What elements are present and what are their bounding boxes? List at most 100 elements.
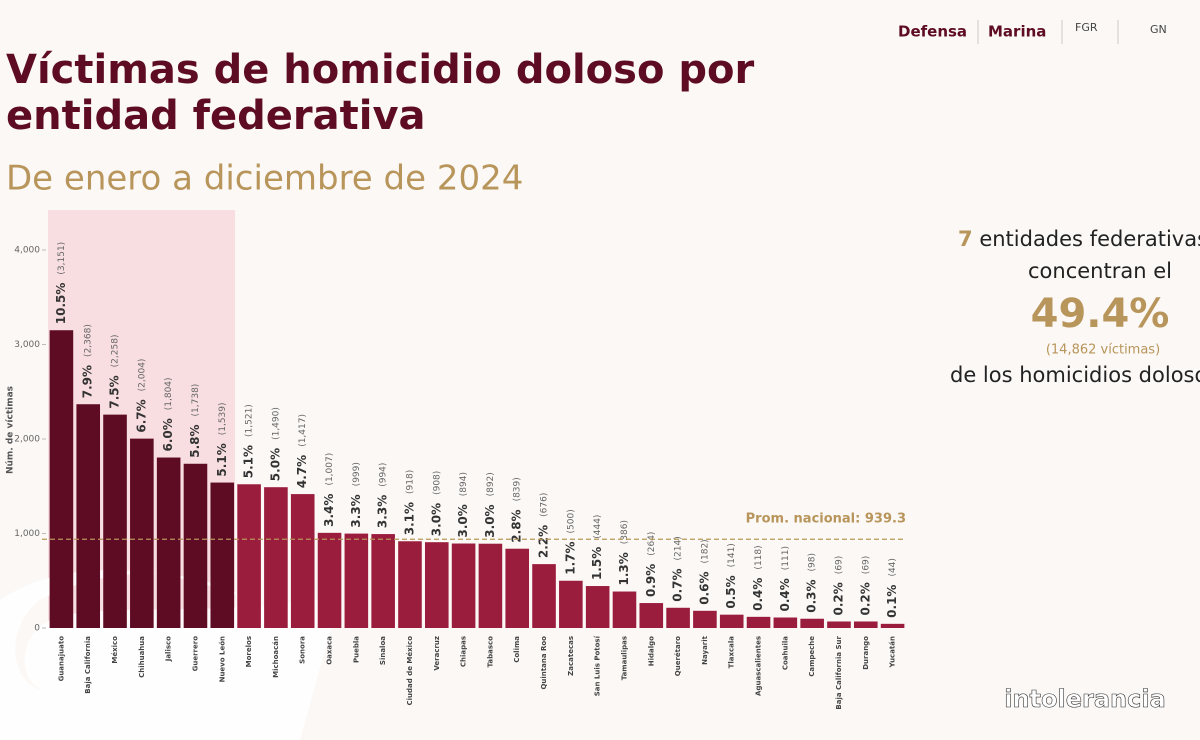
chart-title: Víctimas de homicidio doloso por entidad … <box>6 47 754 139</box>
bar <box>612 591 637 628</box>
x-tick-label: Tamaulipas <box>620 636 628 680</box>
bar <box>317 532 342 628</box>
share-label: 3.3% <box>349 494 363 527</box>
value-label: (444) <box>593 515 603 539</box>
y-tick-label: 3,000 <box>14 340 40 350</box>
x-tick-label: Nayarit <box>701 635 709 665</box>
share-label: 1.3% <box>617 552 631 585</box>
share-label: 0.9% <box>644 564 658 597</box>
value-label: (69) <box>834 556 844 574</box>
value-label: (214) <box>674 536 684 560</box>
x-tick-label: Puebla <box>352 636 360 663</box>
y-axis-label: Núm. de víctimas <box>6 386 16 474</box>
value-label: (908) <box>432 471 442 495</box>
x-tick-label: Hidalgo <box>647 636 655 666</box>
x-tick-label: Nuevo León <box>218 636 226 682</box>
share-label: 6.7% <box>134 399 148 432</box>
share-label: 7.9% <box>81 365 95 398</box>
share-label: 5.1% <box>215 443 229 476</box>
x-tick-label: Morelos <box>245 636 253 667</box>
bar <box>773 617 798 628</box>
share-label: 3.0% <box>429 503 443 536</box>
chart-title-line: entidad federativa <box>6 93 426 139</box>
bar <box>210 482 235 628</box>
share-label: 0.1% <box>885 585 899 618</box>
bar <box>827 621 851 628</box>
value-label: (676) <box>540 493 550 517</box>
bar <box>853 621 878 628</box>
average-label: Prom. nacional: 939.3 <box>746 512 906 527</box>
share-label: 0.4% <box>778 578 792 611</box>
bar <box>344 533 369 628</box>
chart-title-line: Víctimas de homicidio doloso por <box>6 47 754 93</box>
x-tick-label: Guerrero <box>191 636 199 672</box>
value-label: (3,151) <box>57 242 67 275</box>
bar <box>371 534 395 628</box>
value-label: (839) <box>513 477 523 501</box>
share-label: 7.5% <box>108 375 122 408</box>
x-tick-label: Tabasco <box>486 636 494 668</box>
bar <box>130 438 154 628</box>
bar <box>183 463 208 628</box>
x-tick-label: Veracruz <box>433 636 441 671</box>
bar <box>424 542 449 628</box>
callout: 7 entidades federativas concentran el 49… <box>950 227 1200 387</box>
value-label: (264) <box>647 532 657 556</box>
x-tick-label: Baja California Sur <box>835 635 843 709</box>
bar <box>880 623 905 628</box>
x-tick-label: Guanajuato <box>57 636 65 682</box>
chart-subtitle: De enero a diciembre de 2024 <box>6 159 523 199</box>
bar <box>746 616 771 628</box>
bar <box>237 484 261 628</box>
x-tick-label: Coahuila <box>781 636 789 670</box>
value-label: (894) <box>459 472 469 496</box>
value-label: (1,738) <box>191 384 201 417</box>
y-tick-label: 4,000 <box>14 246 40 256</box>
share-label: 3.0% <box>456 504 470 537</box>
x-tick-label: Baja California <box>84 636 92 694</box>
value-label: (141) <box>727 543 737 567</box>
x-tick-label: Zacatecas <box>567 636 575 676</box>
x-tick-label: Campeche <box>808 636 816 677</box>
share-label: 1.7% <box>563 541 577 574</box>
share-label: 3.1% <box>402 502 416 535</box>
share-label: 0.2% <box>858 582 872 615</box>
x-tick-label: Querétaro <box>674 636 682 676</box>
value-label: (1,490) <box>271 407 281 440</box>
share-label: 10.5% <box>54 283 68 325</box>
bar <box>156 457 181 628</box>
x-tick-label: Oaxaca <box>326 636 334 665</box>
bar <box>693 610 717 628</box>
bar <box>451 543 476 628</box>
value-label: (98) <box>808 553 818 571</box>
callout-line: de los homicidios dolosos <box>950 363 1200 387</box>
share-label: 2.2% <box>537 525 551 558</box>
x-tick-label: Chihuahua <box>138 636 146 678</box>
x-tick-label: Yucatán <box>889 636 897 668</box>
share-label: 0.3% <box>805 579 819 612</box>
share-label: 0.6% <box>697 572 711 605</box>
share-label: 1.5% <box>590 547 604 580</box>
share-label: 5.8% <box>188 424 202 457</box>
bar <box>585 586 610 628</box>
bar <box>559 580 583 628</box>
x-tick-label: Durango <box>862 636 870 670</box>
callout-victims: (14,862 víctimas) <box>1046 343 1160 358</box>
bar <box>290 494 315 628</box>
bar <box>639 603 664 628</box>
bar <box>76 404 101 628</box>
value-label: (999) <box>352 462 362 486</box>
bar <box>103 414 127 628</box>
value-label: (386) <box>620 520 630 544</box>
share-label: 5.0% <box>268 448 282 481</box>
x-tick-label: Tlaxcala <box>728 636 736 669</box>
bar <box>800 618 824 628</box>
x-tick-label: San Luis Potosí <box>594 635 602 696</box>
value-label: (2,368) <box>84 324 94 357</box>
share-label: 6.0% <box>161 418 175 451</box>
value-label: (1,417) <box>298 414 308 447</box>
watermark: intolerancia <box>1004 685 1166 713</box>
share-label: 0.2% <box>831 582 845 615</box>
y-tick-label: 1,000 <box>14 529 40 539</box>
value-label: (1,804) <box>164 377 174 410</box>
